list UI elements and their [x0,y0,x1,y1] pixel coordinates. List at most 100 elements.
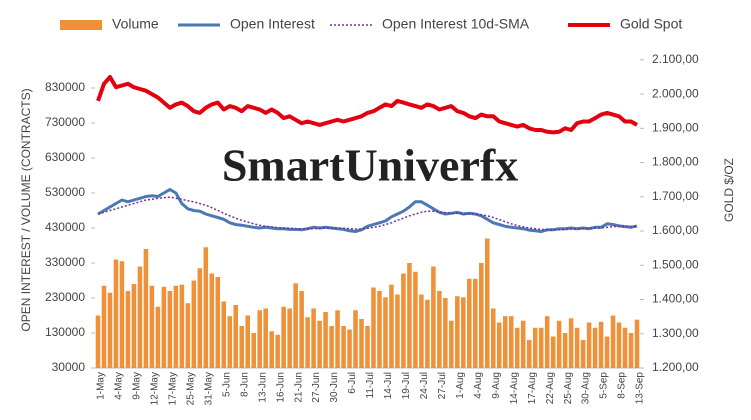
x-tick-label: 1-May [96,372,107,400]
bar [532,327,538,368]
bar [467,278,472,368]
bar [556,320,562,368]
x-tick-label: 25-May [185,372,196,405]
bar [610,315,616,368]
bar [598,321,604,368]
bar [496,322,502,368]
x-tick-label: 30-Aug [581,372,592,404]
y2-tick-label: 1.900,00 [652,120,699,134]
bar [155,306,161,368]
bar [107,292,113,368]
bar [622,327,628,368]
bar [383,297,388,368]
bar [365,326,370,368]
x-tick-label: 4-Aug [473,372,484,399]
x-tick-label: 30-Jun [329,372,340,403]
bar [299,291,304,368]
y-axis-label: OPEN INTEREST / VOLUME (CONTRACTS) [19,88,33,331]
bar [335,310,340,368]
bar [125,291,131,368]
bar [377,291,382,368]
legend-swatch [60,20,102,30]
bar [131,284,137,368]
bar [485,238,490,368]
y2-tick-label: 1.300,00 [652,326,699,340]
bar [604,336,610,368]
x-tick-label: 31-May [203,372,214,405]
bar [239,326,245,368]
bar [413,271,418,368]
x-tick-label: 9-May [132,372,143,400]
y-tick-label: 830000 [45,80,85,94]
bar [137,266,143,368]
bar [329,326,334,368]
bar [179,284,185,368]
bar [251,333,256,368]
bar [203,247,209,368]
bar [455,296,460,368]
line [96,75,638,135]
bar [143,249,149,368]
bar [490,308,496,368]
x-tick-label: 21-Jun [293,372,304,403]
bar [269,331,274,368]
bar [359,319,364,368]
y-tick-label: 430000 [45,220,85,234]
bar [544,316,550,368]
bar [233,305,239,368]
bar [568,318,574,368]
bar [191,280,197,368]
bar [227,316,233,368]
bar [520,320,526,368]
x-tick-label: 25-Aug [563,372,574,404]
x-tick-label: 5-Jun [221,372,232,397]
bar [263,308,268,368]
y2-tick-label: 1.500,00 [652,257,699,271]
bar [508,316,514,368]
x-tick-label: 5-Sep [599,372,610,399]
y2-tick-label: 1.400,00 [652,292,699,306]
x-tick-label: 13-Sep [635,372,646,405]
x-tick-label: 4-May [114,372,125,400]
y-tick-label: 130000 [45,325,85,339]
y-tick-label: 730000 [45,115,85,129]
bar [257,310,262,368]
bar [317,320,322,368]
bar [419,294,424,368]
x-tick-label: 6-Jul [347,372,358,394]
bar [101,285,107,368]
bar [550,336,556,368]
bar [562,333,568,368]
bar [95,315,101,368]
bar [431,266,436,368]
y2-tick-label: 1.600,00 [652,223,699,237]
bar [437,291,442,368]
x-tick-label: 12-May [150,372,161,405]
bar [323,312,328,368]
bar [119,261,125,368]
bar [395,294,400,368]
y-tick-label: 330000 [45,255,85,269]
x-tick-label: 17-Aug [527,372,538,404]
bar [592,327,598,368]
y2-tick-label: 2.000,00 [652,86,699,100]
y-tick-label: 30000 [52,360,86,374]
x-tick-label: 8-Jun [239,372,250,397]
bar [616,322,622,368]
bar [526,340,532,368]
bar [221,301,227,368]
bar [281,306,286,368]
legend-label: Open Interest [230,16,315,32]
bar [149,285,155,368]
line [97,196,637,231]
bar [443,298,448,368]
bar [293,283,298,368]
bar [461,297,466,368]
bar [311,308,316,368]
bar [209,273,215,368]
x-tick-label: 17-May [168,372,179,405]
bar [538,327,544,368]
x-tick-label: 19-Jul [401,372,412,399]
x-tick-label: 14-Jul [383,372,394,399]
bar [473,278,478,368]
